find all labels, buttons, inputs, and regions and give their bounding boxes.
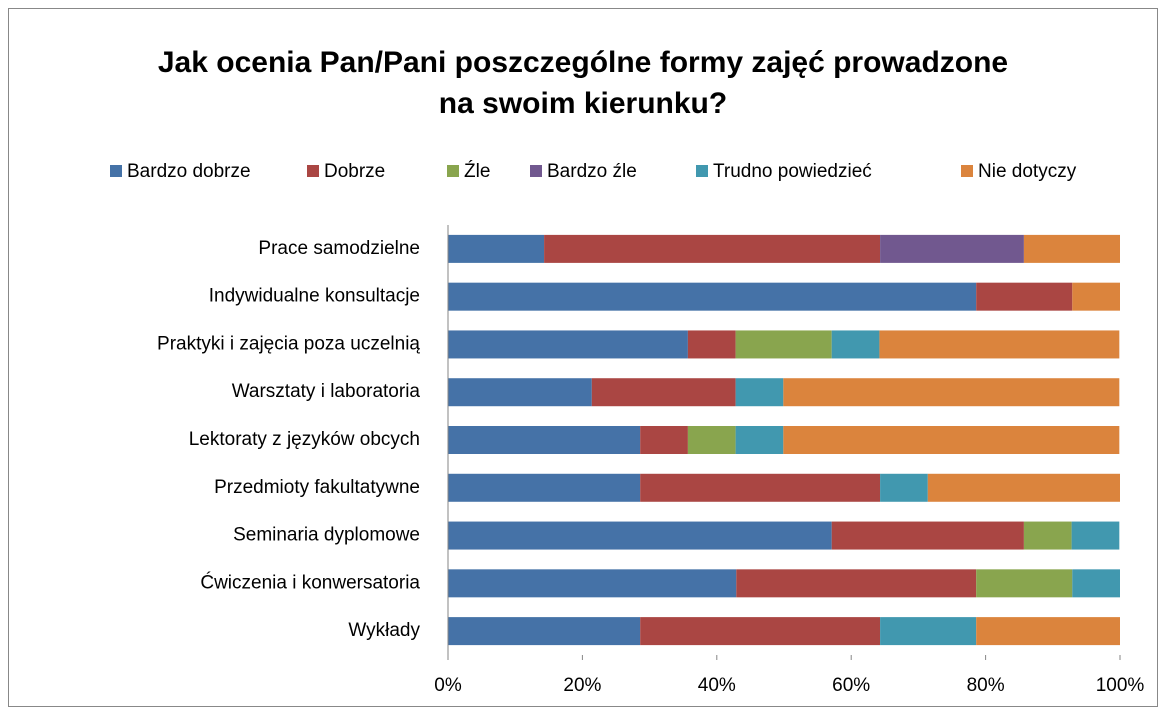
bar-segment: [1072, 282, 1120, 311]
legend-label: Bardzo źle: [547, 161, 637, 182]
chart-frame: [8, 8, 1158, 707]
bar-segment: [735, 330, 832, 359]
legend-label: Źle: [464, 161, 490, 182]
bar-segment: [783, 378, 1120, 407]
bar-segment: [880, 473, 928, 502]
bar-segment: [544, 234, 881, 263]
bar-segment: [927, 473, 1120, 502]
x-tick-label: 40%: [698, 675, 736, 696]
y-tick-label: Seminaria dyplomowe: [233, 525, 420, 546]
y-tick-label: Wykłady: [348, 620, 420, 641]
bar-segment: [640, 426, 688, 454]
y-tick-label: Indywidualne konsultacje: [209, 286, 420, 307]
x-tick-label: 100%: [1096, 675, 1145, 696]
y-tick-label: Prace samodzielne: [258, 238, 420, 259]
bar-segment: [448, 378, 592, 407]
x-tick-label: 20%: [563, 675, 601, 696]
bar-segment: [831, 330, 880, 359]
x-tick-label: 60%: [832, 675, 870, 696]
bar-segment: [976, 282, 1073, 311]
y-tick-label: Praktyki i zajęcia poza uczelnią: [157, 333, 420, 354]
bar-segment: [591, 378, 736, 407]
bar-segment: [736, 569, 977, 598]
bar-segment: [687, 426, 736, 454]
legend-label: Trudno powiedzieć: [713, 161, 872, 182]
bar-segment: [448, 234, 545, 263]
bar-segment: [880, 234, 1024, 263]
legend-label: Bardzo dobrze: [127, 161, 251, 182]
bar-segment: [783, 426, 1120, 454]
bar-segment: [735, 426, 784, 454]
bar-segment: [1023, 234, 1120, 263]
legend-swatch: [961, 165, 973, 177]
bar-segment: [1072, 569, 1120, 598]
bar-segment: [1071, 521, 1120, 550]
bar-segment: [831, 521, 1024, 550]
legend-swatch: [447, 165, 459, 177]
bar-segment: [879, 330, 1120, 359]
legend-label: Nie dotyczy: [978, 161, 1077, 182]
chart-title: Jak ocenia Pan/Pani poszczególne formy z…: [157, 46, 1009, 120]
legend-swatch: [307, 165, 319, 177]
bar-segment: [448, 330, 688, 359]
y-tick-label: Warsztaty i laboratoria: [232, 381, 421, 402]
legend-swatch: [530, 165, 542, 177]
bar-segment: [735, 378, 784, 407]
bar-segment: [448, 426, 641, 454]
bar-segment: [1023, 521, 1072, 550]
bar-segment: [880, 617, 977, 646]
y-tick-label: Ćwiczenia i konwersatoria: [200, 571, 420, 593]
bar-segment: [687, 330, 736, 359]
bar-segment: [448, 569, 737, 598]
x-tick-label: 0%: [434, 675, 462, 696]
legend-swatch: [110, 165, 122, 177]
bar-segment: [448, 473, 641, 502]
y-tick-label: Przedmioty fakultatywne: [214, 477, 420, 498]
x-tick-label: 80%: [967, 675, 1005, 696]
bar-segment: [976, 569, 1073, 598]
bar-segment: [448, 521, 832, 550]
bar-segment: [640, 617, 881, 646]
y-tick-label: Lektoraty z języków obcych: [189, 429, 420, 450]
bar-segment: [448, 617, 641, 646]
legend-swatch: [696, 165, 708, 177]
legend-label: Dobrze: [324, 161, 385, 182]
bar-segment: [448, 282, 977, 311]
bar-segment: [640, 473, 881, 502]
bar-segment: [976, 617, 1120, 646]
